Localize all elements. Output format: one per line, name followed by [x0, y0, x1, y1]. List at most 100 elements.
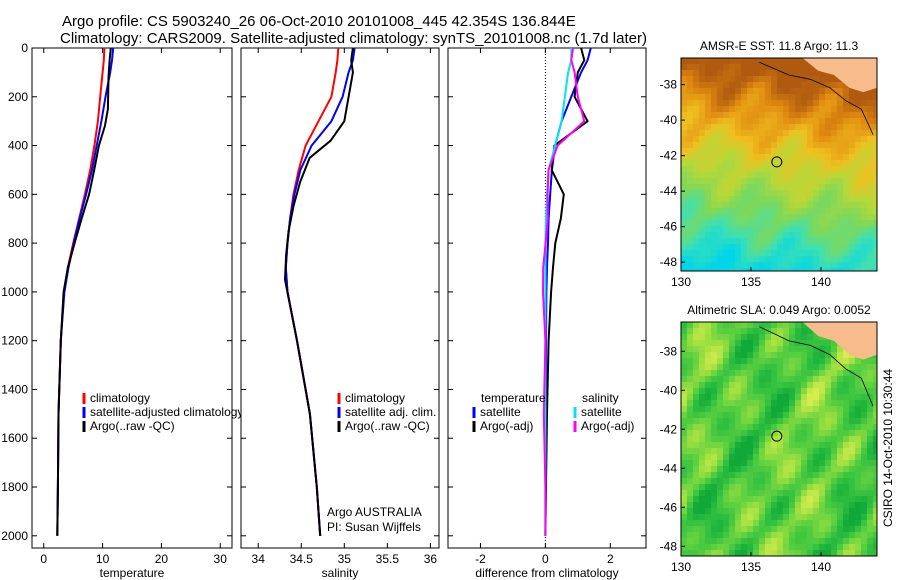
- sst-map-cell: [837, 178, 844, 185]
- sla-map-cell: [795, 364, 802, 371]
- sla-map-cell: [819, 472, 826, 479]
- sla-map-cell: [747, 520, 754, 527]
- sla-map-cell: [705, 406, 712, 413]
- sla-map-cell: [747, 430, 754, 437]
- sla-map-land: [802, 322, 877, 360]
- sla-map-cell: [729, 532, 736, 539]
- sst-map-cell: [711, 76, 718, 83]
- sla-map-cell: [735, 502, 742, 509]
- sla-map-cell: [831, 412, 838, 419]
- sst-map-cell: [807, 70, 814, 77]
- sla-map-cell: [741, 460, 748, 467]
- sst-map-cell: [705, 130, 712, 137]
- sla-map-cell: [867, 382, 874, 389]
- sla-map-cell: [717, 544, 724, 551]
- sla-map-cell: [855, 436, 862, 443]
- sst-map-cell: [759, 76, 766, 83]
- sla-map-cell: [789, 382, 796, 389]
- sst-map-cell: [765, 244, 772, 251]
- sla-map-cell: [831, 370, 838, 377]
- salinity-xtick-label: 34.5: [290, 552, 314, 566]
- sla-map-cell: [747, 532, 754, 539]
- sst-map-cell: [831, 172, 838, 179]
- sla-map-cell: [873, 424, 877, 431]
- sla-map-cell: [717, 472, 724, 479]
- sla-map-cell: [747, 526, 754, 533]
- sla-map-cell: [807, 520, 814, 527]
- sla-map-cell: [723, 436, 730, 443]
- sla-map-cell: [681, 490, 688, 497]
- sst-map-cell: [813, 184, 820, 191]
- sst-map-cell: [777, 166, 784, 173]
- sst-map-cell: [861, 244, 868, 251]
- sst-map-cell: [819, 70, 826, 77]
- sla-map-cell: [699, 466, 706, 473]
- sst-map-cell: [819, 232, 826, 239]
- sst-map-cell: [837, 220, 844, 227]
- sst-map-cell: [849, 124, 856, 131]
- sla-map-cell: [789, 496, 796, 503]
- sla-map-cell: [873, 496, 877, 503]
- sst-map-cell: [741, 100, 748, 107]
- sla-map-cell: [693, 532, 700, 539]
- sla-map-cell: [807, 550, 814, 556]
- sst-map-cell: [819, 250, 826, 257]
- sst-map-cell: [783, 160, 790, 167]
- sla-map-cell: [711, 352, 718, 359]
- sla-map-cell: [789, 544, 796, 551]
- sst-map-cell: [735, 160, 742, 167]
- sst-map-cell: [819, 94, 826, 101]
- sst-map-cell: [783, 262, 790, 269]
- sst-map-cell: [867, 262, 874, 269]
- sst-map-cell: [795, 64, 802, 71]
- sla-map-cell: [687, 418, 694, 425]
- sst-map-cell: [783, 118, 790, 125]
- sla-map-cell: [747, 400, 754, 407]
- sst-map-cell: [843, 130, 850, 137]
- sla-map-cell: [843, 370, 850, 377]
- sst-map-cell: [849, 244, 856, 251]
- sst-map-cell: [795, 142, 802, 149]
- sst-map-cell: [753, 88, 760, 95]
- sst-map-cell: [735, 82, 742, 89]
- sla-map-cell: [825, 406, 832, 413]
- sla-map-cell: [795, 334, 802, 341]
- sst-map-cell: [777, 262, 784, 269]
- sla-map-cell: [849, 484, 856, 491]
- sla-map-cell: [699, 502, 706, 509]
- sst-map-cell: [759, 100, 766, 107]
- sla-map-cell: [843, 538, 850, 545]
- sla-map-cell: [783, 520, 790, 527]
- sst-map-cell: [795, 70, 802, 77]
- sla-map-cell: [813, 394, 820, 401]
- sst-map-cell: [867, 136, 874, 143]
- sst-map-cell: [759, 256, 766, 263]
- sla-map-cell: [735, 370, 742, 377]
- sst-map-cell: [867, 100, 874, 107]
- sla-map-cell: [825, 526, 832, 533]
- sla-map-cell: [843, 430, 850, 437]
- sst-map-cell: [771, 268, 778, 271]
- sla-map-cell: [687, 448, 694, 455]
- sla-map-cell: [753, 532, 760, 539]
- sst-map-cell: [831, 118, 838, 125]
- sst-map-cell: [843, 142, 850, 149]
- sst-map-cell: [729, 196, 736, 203]
- sst-map-cell: [867, 94, 874, 101]
- sst-map-cell: [789, 58, 796, 65]
- sla-map-cell: [699, 550, 706, 556]
- sst-map-cell: [765, 130, 772, 137]
- sla-map-cell: [723, 424, 730, 431]
- sla-map-cell: [711, 406, 718, 413]
- sla-map-cell: [789, 376, 796, 383]
- sla-map-cell: [705, 472, 712, 479]
- sst-map-cell: [807, 148, 814, 155]
- sla-map-cell: [747, 352, 754, 359]
- sst-map-cell: [705, 70, 712, 77]
- sla-map-cell: [831, 394, 838, 401]
- sla-map-cell: [765, 322, 772, 329]
- sla-map-cell: [819, 526, 826, 533]
- sst-map-cell: [789, 88, 796, 95]
- difference-xtick-label: -2: [475, 552, 486, 566]
- sst-map-cell: [711, 136, 718, 143]
